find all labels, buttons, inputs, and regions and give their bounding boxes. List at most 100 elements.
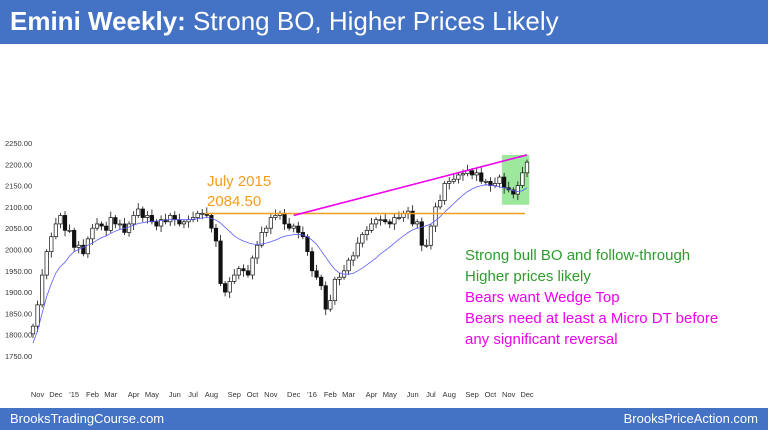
bull-candle <box>273 215 278 218</box>
bear-candle <box>62 215 68 231</box>
bear-candle <box>113 217 118 225</box>
title-bold: Emini Weekly: <box>10 6 186 36</box>
bull-candle <box>158 219 164 227</box>
bull-candle <box>227 281 232 293</box>
bear-candle <box>309 251 315 272</box>
x-tick-label: Jul <box>188 390 198 399</box>
bear-candle <box>241 268 246 272</box>
y-tick-label: 1850.00 <box>5 309 32 318</box>
bull-candle <box>58 215 63 225</box>
bull-candle <box>44 251 49 276</box>
bull-candle <box>108 217 113 231</box>
bull-candle <box>360 234 365 244</box>
annotation-bull-breakout: Strong bull BO and follow-through <box>465 247 691 264</box>
bull-candle <box>520 172 525 186</box>
bull-candle <box>90 227 95 240</box>
annotation-higher-prices: Higher prices likely <box>465 268 591 285</box>
bull-candle <box>447 180 452 184</box>
title-rest: Strong BO, Higher Prices Likely <box>185 6 559 36</box>
bull-candle <box>181 221 187 225</box>
bull-candle <box>264 227 269 233</box>
bull-candle <box>259 232 264 246</box>
x-tick-label: Oct <box>247 390 260 399</box>
annotation-july-2015-price: 2084.50 <box>207 193 262 210</box>
bull-candle <box>483 180 488 183</box>
annotation-micro-dt: Bears need at least a Micro DT before <box>465 310 719 327</box>
bull-candle <box>67 229 72 232</box>
bull-candle <box>195 212 200 218</box>
bear-candle <box>319 276 324 287</box>
bull-candle <box>76 244 81 248</box>
bear-candle <box>81 244 86 255</box>
bull-candle <box>94 223 100 229</box>
y-tick-label: 1800.00 <box>5 331 32 340</box>
bull-candle <box>456 174 461 180</box>
x-tick-label: Feb <box>324 390 337 399</box>
bull-candle <box>424 244 429 247</box>
y-tick-label: 1750.00 <box>5 352 32 361</box>
bull-candle <box>346 259 351 272</box>
y-tick-label: 2250.00 <box>5 139 32 148</box>
bear-candle <box>149 215 155 223</box>
bear-candle <box>296 225 301 233</box>
bull-candle <box>415 221 420 225</box>
title-banner: Emini Weekly: Strong BO, Higher Prices L… <box>0 0 768 44</box>
bull-candle <box>351 255 356 261</box>
bull-candle <box>328 300 333 310</box>
bear-candle <box>383 219 388 223</box>
bear-candle <box>172 215 177 221</box>
x-tick-label: May <box>145 390 159 399</box>
bull-candle <box>200 212 205 215</box>
bear-candle <box>305 236 310 252</box>
x-tick-label: Aug <box>443 390 456 399</box>
bull-candle <box>145 215 150 218</box>
bull-candle <box>40 274 45 306</box>
bull-candle <box>168 215 173 223</box>
bull-candle <box>438 200 443 208</box>
bull-candle <box>396 217 402 219</box>
bull-candle <box>392 217 397 225</box>
bear-candle <box>223 283 228 293</box>
y-tick-label: 1950.00 <box>5 267 32 276</box>
footer-left-site: BrooksTradingCourse.com <box>10 411 165 426</box>
annotation-july-2015: July 2015 <box>207 173 272 190</box>
footer-right-site: BrooksPriceAction.com <box>623 411 758 426</box>
x-tick-label: Aug <box>205 390 218 399</box>
annotation-wedge-top: Bears want Wedge Top <box>465 289 620 306</box>
bull-candle <box>131 215 136 225</box>
x-tick-label: Nov <box>264 390 278 399</box>
bull-candle <box>497 176 502 184</box>
bull-candle <box>85 238 90 255</box>
x-tick-label: Nov <box>502 390 516 399</box>
x-tick-label: Jun <box>407 390 419 399</box>
x-tick-label: '15 <box>69 390 79 399</box>
bull-candle <box>460 173 466 176</box>
bear-candle <box>282 212 287 225</box>
moving-average-line <box>32 184 528 344</box>
y-tick-label: 2150.00 <box>5 182 32 191</box>
x-tick-label: Mar <box>104 390 117 399</box>
bear-candle <box>140 208 145 218</box>
bear-candle <box>323 285 328 310</box>
bull-candle <box>332 278 337 301</box>
bear-candle <box>154 221 159 227</box>
y-tick-label: 2000.00 <box>5 246 32 255</box>
page-title: Emini Weekly: Strong BO, Higher Prices L… <box>10 6 559 37</box>
bull-candle <box>250 257 255 276</box>
bear-candle <box>410 210 415 225</box>
bear-candle <box>470 170 475 176</box>
bull-candle <box>373 219 379 225</box>
x-tick-label: Nov <box>31 390 45 399</box>
x-tick-label: Apr <box>366 390 378 399</box>
bear-candle <box>213 227 219 242</box>
x-tick-label: Jun <box>169 390 181 399</box>
bear-candle <box>99 223 104 227</box>
x-tick-label: Oct <box>485 390 498 399</box>
bull-candle <box>364 229 369 235</box>
y-tick-label: 1900.00 <box>5 288 32 297</box>
bear-candle <box>218 240 223 284</box>
bear-candle <box>163 219 168 223</box>
x-tick-label: Jul <box>426 390 436 399</box>
bull-candle <box>337 276 342 280</box>
